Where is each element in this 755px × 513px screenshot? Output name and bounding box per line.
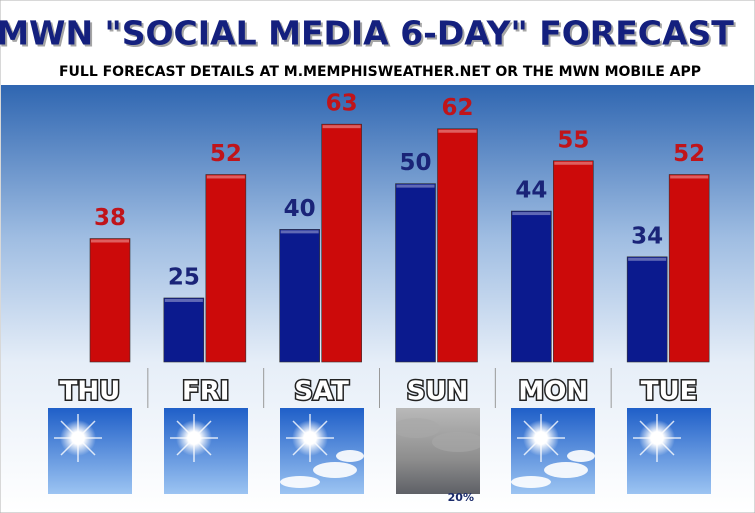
bar: [205, 174, 247, 363]
bar: [553, 160, 594, 363]
x-tick-label: THU: [60, 377, 121, 407]
icon-cloudy: [396, 408, 480, 494]
bar: [163, 297, 205, 363]
bar-highlight: [280, 230, 319, 234]
bar: [321, 123, 362, 363]
bar: [279, 229, 320, 363]
bar-highlight: [164, 298, 203, 302]
value-label: 40: [284, 196, 316, 222]
value-label: 50: [399, 150, 431, 176]
bar-highlight: [512, 212, 551, 216]
bar: [511, 210, 552, 363]
value-label: 63: [326, 91, 358, 117]
bar-highlight: [206, 175, 245, 179]
value-label: 25: [168, 264, 200, 290]
icon-partly-cloudy: [511, 408, 595, 494]
chart-subtitle: FULL FORECAST DETAILS AT M.MEMPHISWEATHE…: [59, 64, 701, 80]
bar-highlight: [554, 161, 593, 165]
bar: [437, 128, 478, 363]
chart-title: MWN "SOCIAL MEDIA 6-DAY" FORECAST: [0, 14, 734, 53]
bar: [89, 238, 131, 363]
x-tick-label: FRI: [182, 377, 229, 407]
bar-highlight: [396, 184, 435, 188]
value-label: 44: [515, 178, 547, 204]
bar: [626, 256, 668, 363]
bar-highlight: [670, 175, 709, 179]
icon-sunny: [164, 408, 248, 494]
x-tick-label: MON: [518, 377, 588, 407]
weather-icons: 20%: [48, 408, 711, 504]
bar-highlight: [438, 129, 477, 133]
title-shadow: MWN "SOCIAL MEDIA 6-DAY" FORECAST: [0, 16, 736, 55]
value-label: 62: [441, 95, 473, 121]
bar-highlight: [322, 125, 361, 129]
value-label: 52: [673, 141, 705, 167]
x-tick-label: SUN: [407, 377, 469, 407]
value-label: 52: [210, 141, 242, 167]
bar: [668, 174, 710, 363]
x-tick-label: SAT: [294, 377, 349, 407]
value-label: 38: [94, 205, 126, 231]
bar-highlight: [628, 257, 667, 261]
precip-chance: 20%: [448, 491, 474, 504]
icon-sunny: [627, 408, 711, 494]
value-label: 34: [631, 223, 663, 249]
value-label: 55: [557, 127, 589, 153]
icon-partly-cloudy: [280, 408, 364, 494]
bar-highlight: [91, 239, 129, 243]
bar: [395, 183, 436, 363]
x-tick-label: TUE: [641, 377, 698, 407]
icon-sunny: [48, 408, 132, 494]
